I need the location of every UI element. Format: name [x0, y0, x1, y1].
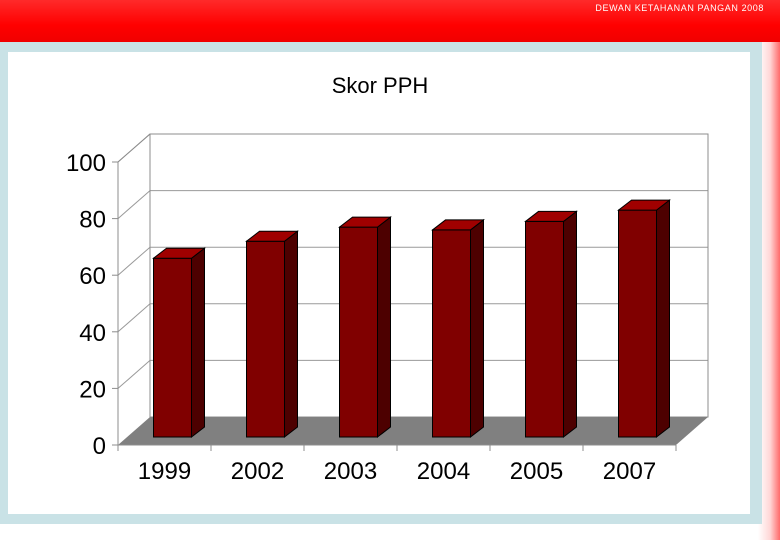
bar-side — [377, 216, 391, 439]
x-tick-label: 2005 — [510, 458, 563, 485]
y-tick-label: 80 — [79, 207, 106, 234]
right-edge-gradient — [758, 42, 780, 540]
y-tick-label: 0 — [93, 433, 106, 460]
gridline-side — [117, 360, 151, 389]
y-tick-label: 60 — [79, 263, 106, 290]
x-tick-label: 2002 — [231, 458, 284, 485]
bar-top — [524, 210, 578, 222]
x-tick-label: 2003 — [324, 458, 377, 485]
bar-side — [470, 218, 484, 439]
bar-side — [656, 199, 670, 439]
bar — [339, 226, 378, 438]
x-tick-label: 2004 — [417, 458, 470, 485]
bar-top — [338, 216, 392, 228]
x-tick-label: 1999 — [138, 458, 191, 485]
bar-top — [617, 199, 671, 211]
bar — [525, 220, 564, 438]
gridline-side — [117, 190, 151, 219]
gridline-side — [117, 246, 151, 276]
x-tick-label: 2007 — [603, 458, 656, 485]
bar — [618, 209, 657, 438]
y-tick-label: 20 — [79, 376, 106, 403]
bar — [246, 240, 285, 438]
bar-side — [284, 230, 298, 439]
chart-title: Skor PPH — [332, 73, 429, 98]
bar-side — [191, 247, 205, 439]
org-text: DEWAN KETAHANAN PANGAN 2008 — [595, 3, 764, 13]
bar-top — [152, 247, 206, 259]
bar-top — [245, 230, 299, 242]
gridline-side — [117, 303, 151, 333]
bar — [153, 257, 192, 438]
side-wall-top — [117, 133, 151, 163]
chart-area: Skor PPH 0 20 40 60 80 100 1999 2002 2003 2004 200… — [8, 52, 750, 514]
bar-chart: Skor PPH 0 20 40 60 80 100 1999 2002 2003 2004 200… — [66, 73, 709, 485]
bar — [432, 229, 471, 438]
y-tick-label: 100 — [66, 150, 106, 177]
bar-top — [431, 219, 485, 231]
y-tick-label: 40 — [79, 320, 106, 347]
header-band — [0, 0, 780, 42]
bar-side — [563, 210, 577, 439]
